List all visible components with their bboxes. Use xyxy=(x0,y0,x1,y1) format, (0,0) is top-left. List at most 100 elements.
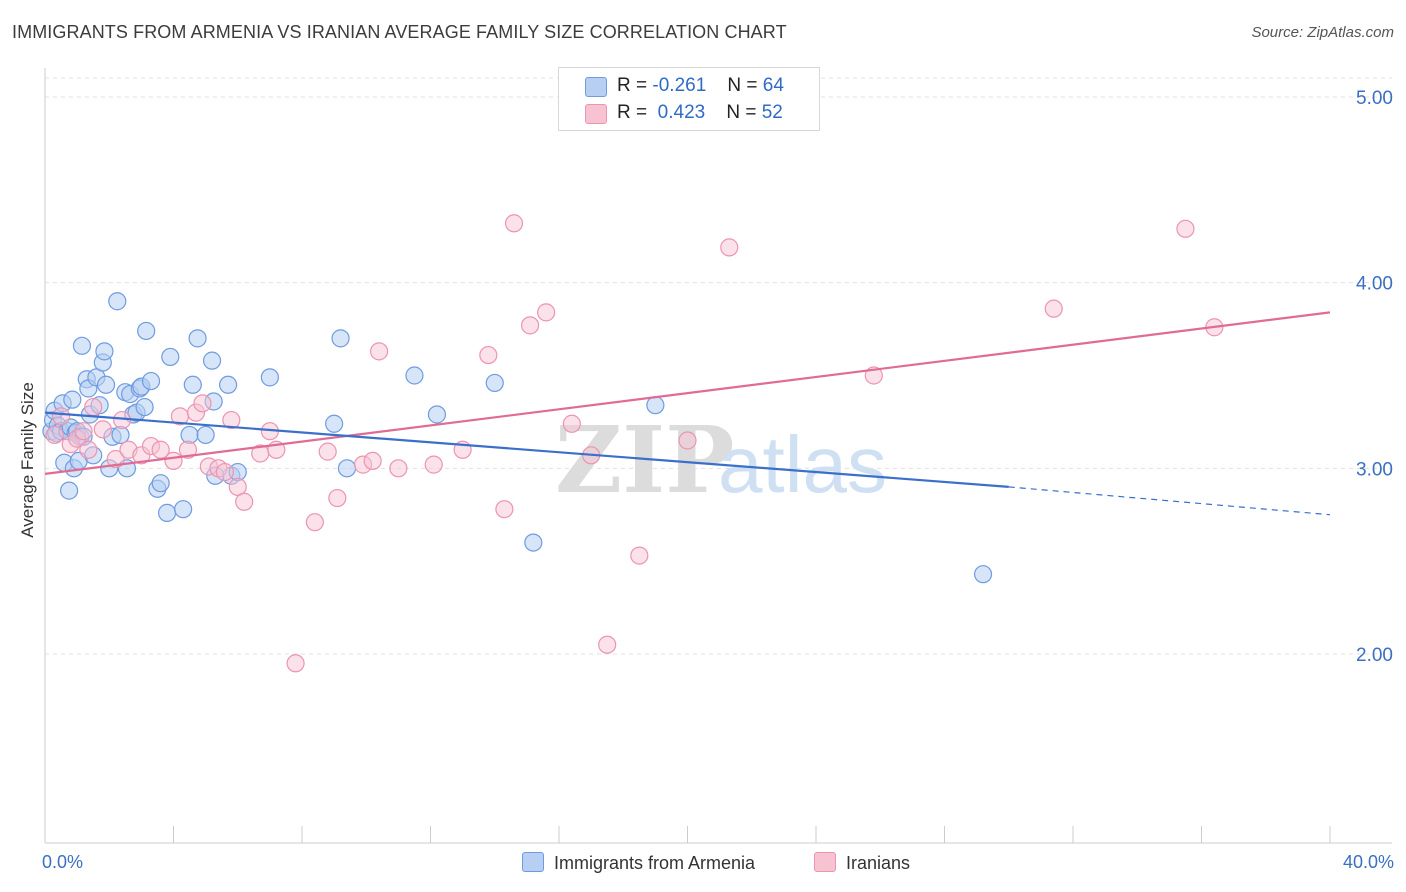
armenia-point xyxy=(141,371,161,391)
armenia-point xyxy=(151,474,170,493)
iran-point xyxy=(328,488,347,508)
armenia-point xyxy=(524,533,543,552)
armenia-trend-extension xyxy=(1008,486,1331,516)
armenia-legend-swatch xyxy=(522,852,544,872)
watermark: ZIP atlas xyxy=(555,406,887,514)
y-tick-label: 5.00 xyxy=(1356,88,1393,109)
iran-point xyxy=(520,316,540,335)
watermark-atlas: atlas xyxy=(718,420,887,509)
armenia-point xyxy=(485,373,504,393)
armenia-point xyxy=(260,368,279,387)
n-value-iran: 52 xyxy=(761,102,783,123)
armenia-point xyxy=(646,396,665,415)
iran-point xyxy=(424,455,443,474)
r-value-iran: 0.423 xyxy=(652,102,706,123)
armenia-point xyxy=(337,459,357,478)
grid-lines xyxy=(45,77,1392,655)
armenia-swatch xyxy=(585,77,607,97)
iran-point xyxy=(598,635,617,654)
armenia-point xyxy=(427,405,447,424)
y-tick-label: 4.00 xyxy=(1356,274,1393,295)
iran-point xyxy=(537,303,556,322)
y-tick-label: 2.00 xyxy=(1356,645,1393,666)
iran-point xyxy=(1044,299,1063,318)
series-iran-points xyxy=(45,214,1224,673)
armenia-point xyxy=(96,375,116,394)
armenia-point xyxy=(59,481,79,500)
iran-point xyxy=(720,238,739,257)
iran-point xyxy=(164,451,183,471)
iran-point xyxy=(51,407,71,426)
series-legend: Immigrants from Armenia Iranians xyxy=(0,852,1406,878)
armenia-trend-line xyxy=(44,411,1009,488)
armenia-point xyxy=(137,321,156,341)
iran-point xyxy=(389,459,408,478)
y-axis-label: Average Family Size xyxy=(18,382,37,538)
armenia-point xyxy=(157,503,177,522)
r-label: R = xyxy=(617,102,648,123)
iran-point xyxy=(562,414,581,433)
x-tick-label-min: 0.0% xyxy=(42,852,84,872)
y-tick-label: 3.00 xyxy=(1356,459,1393,480)
iran-trend-line xyxy=(44,311,1331,475)
armenia-point xyxy=(174,500,193,519)
legend-label-armenia: Immigrants from Armenia xyxy=(554,853,756,873)
iran-swatch xyxy=(585,104,607,124)
n-value-armenia: 64 xyxy=(762,75,784,96)
iran-point xyxy=(318,442,337,461)
iran-point xyxy=(1176,219,1195,238)
iran-point xyxy=(504,214,524,233)
iran-point xyxy=(222,410,241,430)
iran-point xyxy=(79,440,98,459)
r-value-armenia: -0.261 xyxy=(652,75,707,96)
trend-lines xyxy=(44,311,1331,516)
r-label: R = xyxy=(617,75,648,96)
x-tick-label-max: 40.0% xyxy=(1342,852,1394,872)
iran-point xyxy=(678,431,697,450)
armenia-point xyxy=(219,375,238,394)
iran-point xyxy=(106,449,125,469)
armenia-point xyxy=(63,390,82,409)
legend-item-armenia: Immigrants from Armenia xyxy=(522,852,755,874)
armenia-point xyxy=(161,347,180,367)
iran-point xyxy=(305,513,324,532)
armenia-point xyxy=(72,336,92,355)
n-label: N = xyxy=(727,75,758,96)
iran-point xyxy=(178,440,198,459)
armenia-point xyxy=(973,565,993,584)
iran-point xyxy=(495,500,514,519)
armenia-point xyxy=(183,375,202,394)
iran-point xyxy=(370,342,389,361)
armenia-point xyxy=(196,425,215,445)
watermark-zip: ZIP xyxy=(555,406,734,514)
iran-point xyxy=(235,492,254,511)
armenia-point xyxy=(95,342,114,361)
armenia-point xyxy=(135,397,154,417)
legend-item-iran: Iranians xyxy=(814,852,910,874)
iran-point xyxy=(74,422,93,441)
y-tick-labels: 2.00 3.00 4.00 5.00 xyxy=(1356,88,1393,666)
armenia-point xyxy=(325,414,344,433)
iran-point xyxy=(45,425,64,445)
iran-point xyxy=(286,654,305,673)
chart-title: IMMIGRANTS FROM ARMENIA VS IRANIAN AVERA… xyxy=(12,22,787,42)
armenia-point xyxy=(331,329,350,348)
axes xyxy=(44,68,1392,844)
correlation-legend: R = -0.261 N = 64 R = 0.423 N = 52 xyxy=(558,67,820,131)
iran-point xyxy=(479,345,498,365)
iran-legend-swatch xyxy=(814,852,836,872)
iran-point xyxy=(93,420,112,439)
armenia-point xyxy=(405,366,424,385)
iran-point xyxy=(215,462,234,482)
iran-point xyxy=(363,451,382,471)
iran-point xyxy=(193,394,212,413)
iran-point xyxy=(630,546,649,565)
armenia-point xyxy=(108,292,127,311)
legend-label-iran: Iranians xyxy=(846,853,911,873)
armenia-point xyxy=(202,351,222,370)
source-label: Source: ZipAtlas.com xyxy=(1251,24,1394,41)
iran-point xyxy=(84,397,103,417)
armenia-point xyxy=(188,329,207,348)
n-label: N = xyxy=(726,102,757,123)
